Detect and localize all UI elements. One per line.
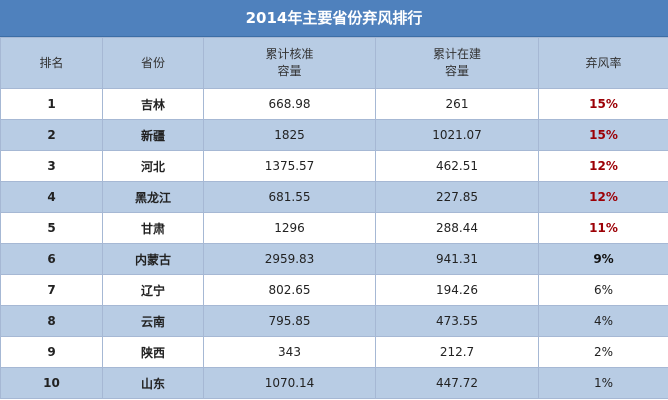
- province-cell: 辽宁: [102, 274, 204, 306]
- building-cell: 447.72: [375, 367, 539, 399]
- header-row: 排名 省份 累计核准 容量 累计在建 容量 弃风率: [0, 37, 668, 89]
- header-building-line2: 容量: [444, 64, 469, 78]
- table-row: 4 黑龙江 681.55 227.85 12%: [0, 181, 668, 213]
- table-row: 7 辽宁 802.65 194.26 6%: [0, 274, 668, 306]
- header-building-line1: 累计在建: [432, 47, 481, 61]
- rank-cell: 7: [0, 274, 103, 306]
- building-cell: 194.26: [375, 274, 539, 306]
- rate-cell: 15%: [538, 88, 668, 120]
- table-row: 2 新疆 1825 1021.07 15%: [0, 119, 668, 151]
- rank-cell: 2: [0, 119, 103, 151]
- building-cell: 261: [375, 88, 539, 120]
- building-cell: 212.7: [375, 336, 539, 368]
- building-cell: 288.44: [375, 212, 539, 244]
- table-row: 10 山东 1070.14 447.72 1%: [0, 367, 668, 399]
- rank-cell: 5: [0, 212, 103, 244]
- building-cell: 1021.07: [375, 119, 539, 151]
- province-cell: 云南: [102, 305, 204, 337]
- building-cell: 227.85: [375, 181, 539, 213]
- approved-cell: 1375.57: [203, 150, 376, 182]
- rate-cell: 4%: [538, 305, 668, 337]
- curtailment-ranking-table: 排名 省份 累计核准 容量 累计在建 容量 弃风率 1 吉林 668.98 26…: [0, 37, 668, 399]
- table-title: 2014年主要省份弃风排行: [0, 0, 668, 37]
- approved-cell: 802.65: [203, 274, 376, 306]
- table-row: 6 内蒙古 2959.83 941.31 9%: [0, 243, 668, 275]
- rank-cell: 3: [0, 150, 103, 182]
- table-row: 1 吉林 668.98 261 15%: [0, 88, 668, 120]
- approved-cell: 1070.14: [203, 367, 376, 399]
- approved-cell: 343: [203, 336, 376, 368]
- rank-cell: 1: [0, 88, 103, 120]
- province-cell: 山东: [102, 367, 204, 399]
- rate-cell: 1%: [538, 367, 668, 399]
- province-cell: 内蒙古: [102, 243, 204, 275]
- building-cell: 473.55: [375, 305, 539, 337]
- table-row: 5 甘肃 1296 288.44 11%: [0, 212, 668, 244]
- header-building-capacity: 累计在建 容量: [375, 37, 539, 89]
- header-curtailment-rate: 弃风率: [538, 37, 668, 89]
- rate-cell: 15%: [538, 119, 668, 151]
- rank-cell: 9: [0, 336, 103, 368]
- rate-cell: 11%: [538, 212, 668, 244]
- header-approved-line2: 容量: [277, 64, 302, 78]
- table-row: 8 云南 795.85 473.55 4%: [0, 305, 668, 337]
- header-province: 省份: [102, 37, 204, 89]
- rate-cell: 6%: [538, 274, 668, 306]
- province-cell: 黑龙江: [102, 181, 204, 213]
- table-row: 3 河北 1375.57 462.51 12%: [0, 150, 668, 182]
- province-cell: 甘肃: [102, 212, 204, 244]
- approved-cell: 668.98: [203, 88, 376, 120]
- header-approved-line1: 累计核准: [265, 47, 314, 61]
- rate-cell: 12%: [538, 150, 668, 182]
- province-cell: 陕西: [102, 336, 204, 368]
- province-cell: 吉林: [102, 88, 204, 120]
- rate-cell: 9%: [538, 243, 668, 275]
- building-cell: 462.51: [375, 150, 539, 182]
- rate-cell: 2%: [538, 336, 668, 368]
- approved-cell: 2959.83: [203, 243, 376, 275]
- rank-cell: 8: [0, 305, 103, 337]
- rank-cell: 6: [0, 243, 103, 275]
- rate-cell: 12%: [538, 181, 668, 213]
- rank-cell: 4: [0, 181, 103, 213]
- approved-cell: 681.55: [203, 181, 376, 213]
- table-row: 9 陕西 343 212.7 2%: [0, 336, 668, 368]
- building-cell: 941.31: [375, 243, 539, 275]
- province-cell: 河北: [102, 150, 204, 182]
- approved-cell: 1825: [203, 119, 376, 151]
- rank-cell: 10: [0, 367, 103, 399]
- header-approved-capacity: 累计核准 容量: [203, 37, 376, 89]
- header-rank: 排名: [0, 37, 103, 89]
- approved-cell: 795.85: [203, 305, 376, 337]
- province-cell: 新疆: [102, 119, 204, 151]
- approved-cell: 1296: [203, 212, 376, 244]
